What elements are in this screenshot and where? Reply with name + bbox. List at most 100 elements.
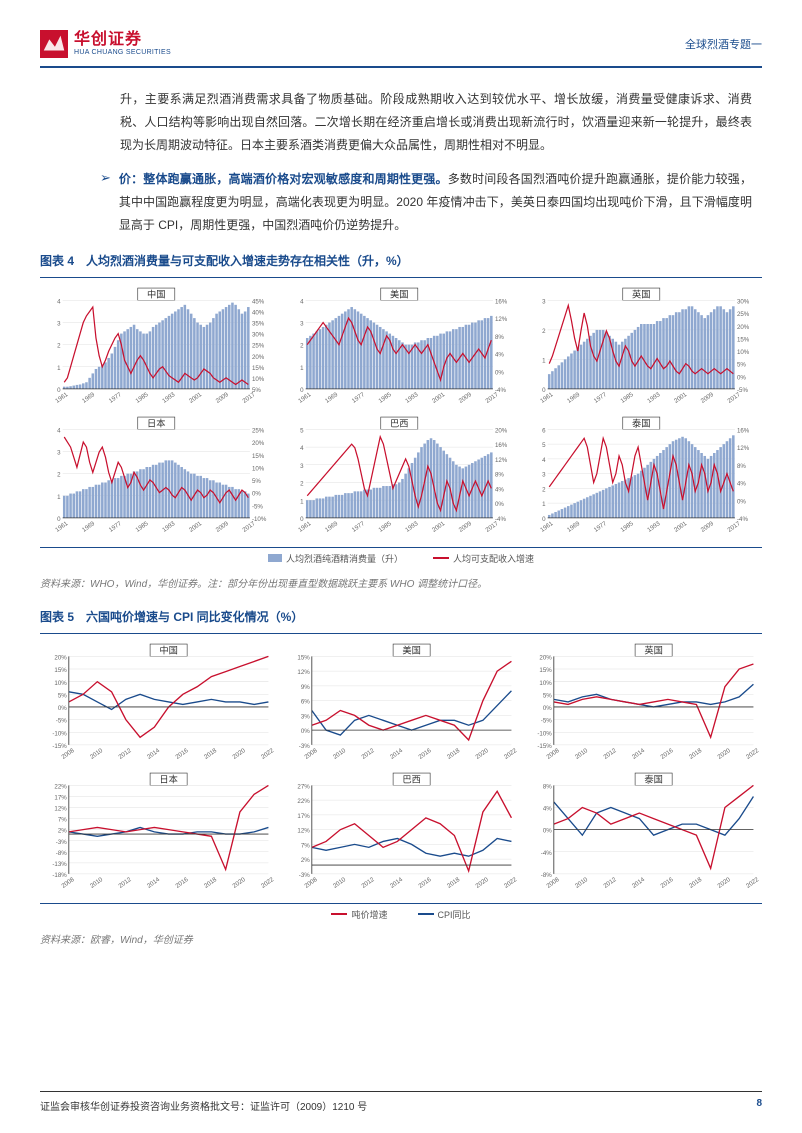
svg-text:2%: 2% [58,828,67,835]
svg-text:1985: 1985 [620,391,636,405]
svg-text:2018: 2018 [203,747,219,761]
page-number: 8 [756,1098,762,1113]
svg-text:2018: 2018 [446,747,462,761]
svg-text:2012: 2012 [603,747,619,761]
chart-cell: 英国-15%-10%-5%0%5%10%15%20%20082010201220… [525,642,762,765]
svg-text:15%: 15% [252,365,265,372]
chart-cell: 中国-15%-10%-5%0%5%10%15%20%20082010201220… [40,642,277,765]
svg-text:-5%: -5% [541,717,552,724]
svg-text:15%: 15% [252,453,265,460]
chart-中国: 中国012345%10%15%20%25%30%35%40%45%1961196… [40,286,277,409]
svg-text:2014: 2014 [146,876,162,890]
svg-text:1: 1 [542,501,546,508]
svg-text:0%: 0% [58,705,67,712]
svg-text:8%: 8% [495,334,504,341]
svg-text:0%: 0% [543,705,552,712]
svg-text:1: 1 [300,365,304,372]
svg-text:2018: 2018 [688,876,704,890]
svg-text:0%: 0% [252,491,261,498]
svg-text:7%: 7% [301,843,310,850]
svg-text:10%: 10% [54,679,67,686]
svg-text:2016: 2016 [417,876,433,890]
svg-text:10%: 10% [252,376,265,383]
svg-text:6: 6 [542,428,546,435]
svg-text:巴西: 巴西 [390,419,409,429]
chart-cell: 美国01234-4%0%4%8%12%16%196119691977198519… [283,286,520,409]
svg-text:2: 2 [542,487,546,494]
legend-line1-label: 吨价增速 [351,908,387,921]
figure4-grid: 中国012345%10%15%20%25%30%35%40%45%1961196… [40,277,762,548]
svg-text:1: 1 [57,365,61,372]
chart-泰国: 泰国0123456-4%0%4%8%12%16%1961196919771985… [525,415,762,538]
svg-text:日本: 日本 [147,418,165,429]
svg-text:4: 4 [300,445,304,452]
svg-text:2001: 2001 [673,520,689,534]
svg-text:-15%: -15% [538,743,553,750]
svg-text:英国: 英国 [632,288,651,299]
chart-cell: 英国0123-5%0%5%10%15%20%25%30%196119691977… [525,286,762,409]
svg-text:3: 3 [57,320,61,327]
logo-icon [40,30,68,58]
chart-cell: 中国012345%10%15%20%25%30%35%40%45%1961196… [40,286,277,409]
svg-text:2016: 2016 [174,876,190,890]
svg-text:美国: 美国 [390,288,409,299]
svg-text:2016: 2016 [417,747,433,761]
svg-text:英国: 英国 [645,644,664,655]
logo: 华创证券 HUA CHUANG SECURITIES [40,30,171,58]
bullet-arrow-icon: ➢ [100,170,111,186]
svg-text:0%: 0% [543,828,552,835]
svg-text:27%: 27% [297,784,310,791]
svg-text:2014: 2014 [389,747,405,761]
svg-text:12%: 12% [737,445,750,452]
svg-text:20%: 20% [540,654,553,661]
svg-text:2012: 2012 [360,876,376,890]
logo-text-en: HUA CHUANG SECURITIES [74,49,171,57]
svg-text:-5%: -5% [56,717,67,724]
svg-text:-5%: -5% [252,504,263,511]
svg-text:1993: 1993 [161,520,177,534]
chart-中国: 中国-15%-10%-5%0%5%10%15%20%20082010201220… [40,642,277,765]
svg-text:5%: 5% [737,361,746,368]
svg-text:3: 3 [57,450,61,457]
svg-text:0: 0 [57,516,61,523]
svg-text:16%: 16% [737,428,750,435]
svg-text:3: 3 [542,298,546,305]
svg-text:中国: 中国 [159,644,178,655]
legend-line1-swatch [331,913,347,915]
svg-text:8%: 8% [737,463,746,470]
svg-text:2020: 2020 [231,747,247,761]
svg-text:-8%: -8% [56,850,67,857]
svg-text:2009: 2009 [457,391,473,405]
svg-text:5: 5 [300,428,304,435]
svg-text:2014: 2014 [631,876,647,890]
chart-美国: 美国01234-4%0%4%8%12%16%196119691977198519… [283,286,520,409]
page-footer: 证监会审核华创证券投资咨询业务资格批文号：证监许可（2009）1210 号 8 [40,1091,762,1113]
chart-泰国: 泰国-8%-4%0%4%8%20082010201220142016201820… [525,771,762,894]
svg-text:1985: 1985 [377,391,393,405]
svg-text:2020: 2020 [474,747,490,761]
svg-text:2: 2 [300,481,304,488]
svg-text:1985: 1985 [620,520,636,534]
chart-cell: 巴西012345-4%0%4%8%12%16%20%19611969197719… [283,415,520,538]
svg-text:0%: 0% [495,369,504,376]
svg-text:1: 1 [300,499,304,506]
svg-text:8%: 8% [495,472,504,479]
svg-text:8%: 8% [543,784,552,791]
svg-text:4%: 4% [495,487,504,494]
svg-text:1985: 1985 [377,520,393,534]
legend-bar-swatch [268,554,282,562]
svg-text:4%: 4% [543,806,552,813]
svg-text:0%: 0% [737,499,746,506]
svg-text:2022: 2022 [260,876,276,890]
svg-text:4%: 4% [495,351,504,358]
body-paragraph-1: 升，主要系满足烈酒消费需求具备了物质基础。阶段成熟期收入达到较优水平、增长放缓，… [120,88,752,156]
svg-text:4: 4 [57,428,61,435]
svg-text:2010: 2010 [332,876,348,890]
svg-text:2001: 2001 [431,520,447,534]
svg-text:2018: 2018 [203,876,219,890]
svg-text:10%: 10% [737,349,750,356]
svg-text:2: 2 [300,343,304,350]
svg-text:1993: 1993 [647,520,663,534]
svg-text:4: 4 [300,298,304,305]
svg-text:1985: 1985 [134,391,150,405]
